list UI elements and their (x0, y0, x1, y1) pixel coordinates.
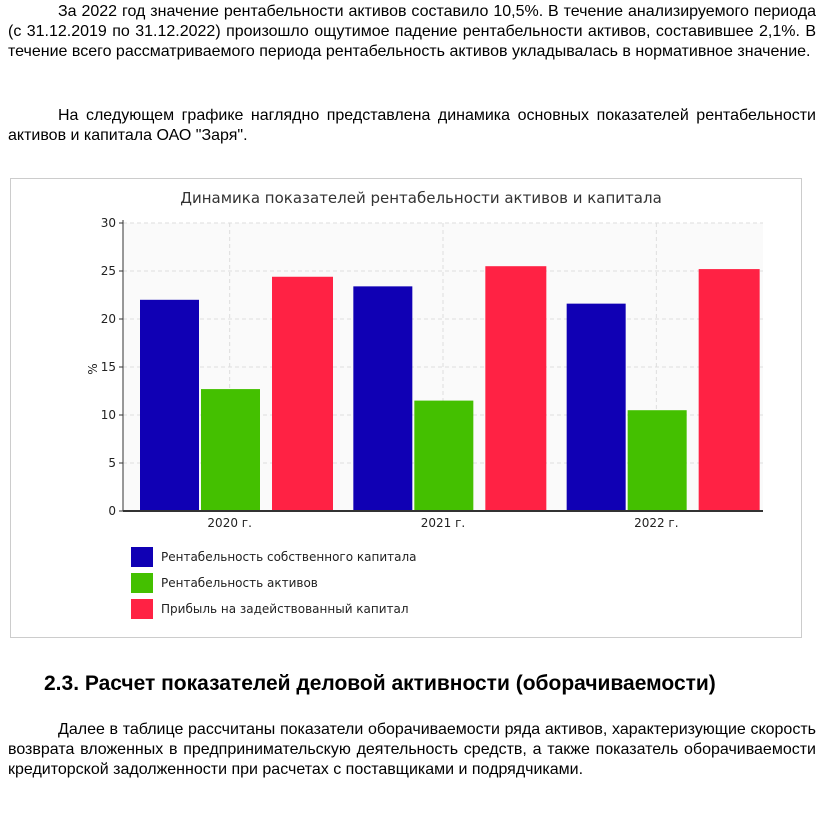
y-tick-label: 15 (101, 360, 116, 374)
bar-3-2020 (272, 276, 333, 511)
paragraph-1: За 2022 год значение рентабельности акти… (8, 3, 816, 60)
chart-title: Динамика показателей рентабельности акти… (180, 189, 662, 207)
x-tick-label: 2022 г. (634, 516, 678, 530)
y-tick-label: 0 (108, 504, 116, 518)
bar-2-2020 (201, 389, 260, 511)
bar-2-2021 (414, 400, 474, 511)
bar-3-2021 (485, 266, 547, 511)
bar-1-2021 (353, 286, 413, 511)
bar-1-2020 (140, 299, 199, 511)
bar-2-2022 (627, 410, 687, 511)
legend-label: Рентабельность собственного капитала (161, 550, 417, 564)
chart-frame: Динамика показателей рентабельности акти… (10, 178, 802, 638)
legend-label: Рентабельность активов (161, 576, 318, 590)
legend-swatch (131, 547, 153, 567)
bar-1-2022 (566, 303, 626, 511)
y-tick-label: 5 (108, 456, 116, 470)
bar-chart: Динамика показателей рентабельности акти… (86, 189, 763, 619)
legend-swatch (131, 573, 153, 593)
section-heading: 2.3. Расчет показателей деловой активнос… (44, 672, 716, 695)
y-tick-label: 30 (101, 216, 116, 230)
legend-swatch (131, 599, 153, 619)
paragraph-2: На следующем графике наглядно представле… (8, 107, 816, 144)
legend-label: Прибыль на задействованный капитал (161, 602, 409, 616)
x-tick-label: 2021 г. (421, 516, 465, 530)
bar-3-2022 (698, 269, 760, 511)
y-axis-label: % (86, 363, 100, 374)
y-tick-label: 25 (101, 264, 116, 278)
y-tick-label: 20 (101, 312, 116, 326)
x-tick-label: 2020 г. (207, 516, 251, 530)
paragraph-3: Далее в таблице рассчитаны показатели об… (8, 721, 816, 778)
y-tick-label: 10 (101, 408, 116, 422)
